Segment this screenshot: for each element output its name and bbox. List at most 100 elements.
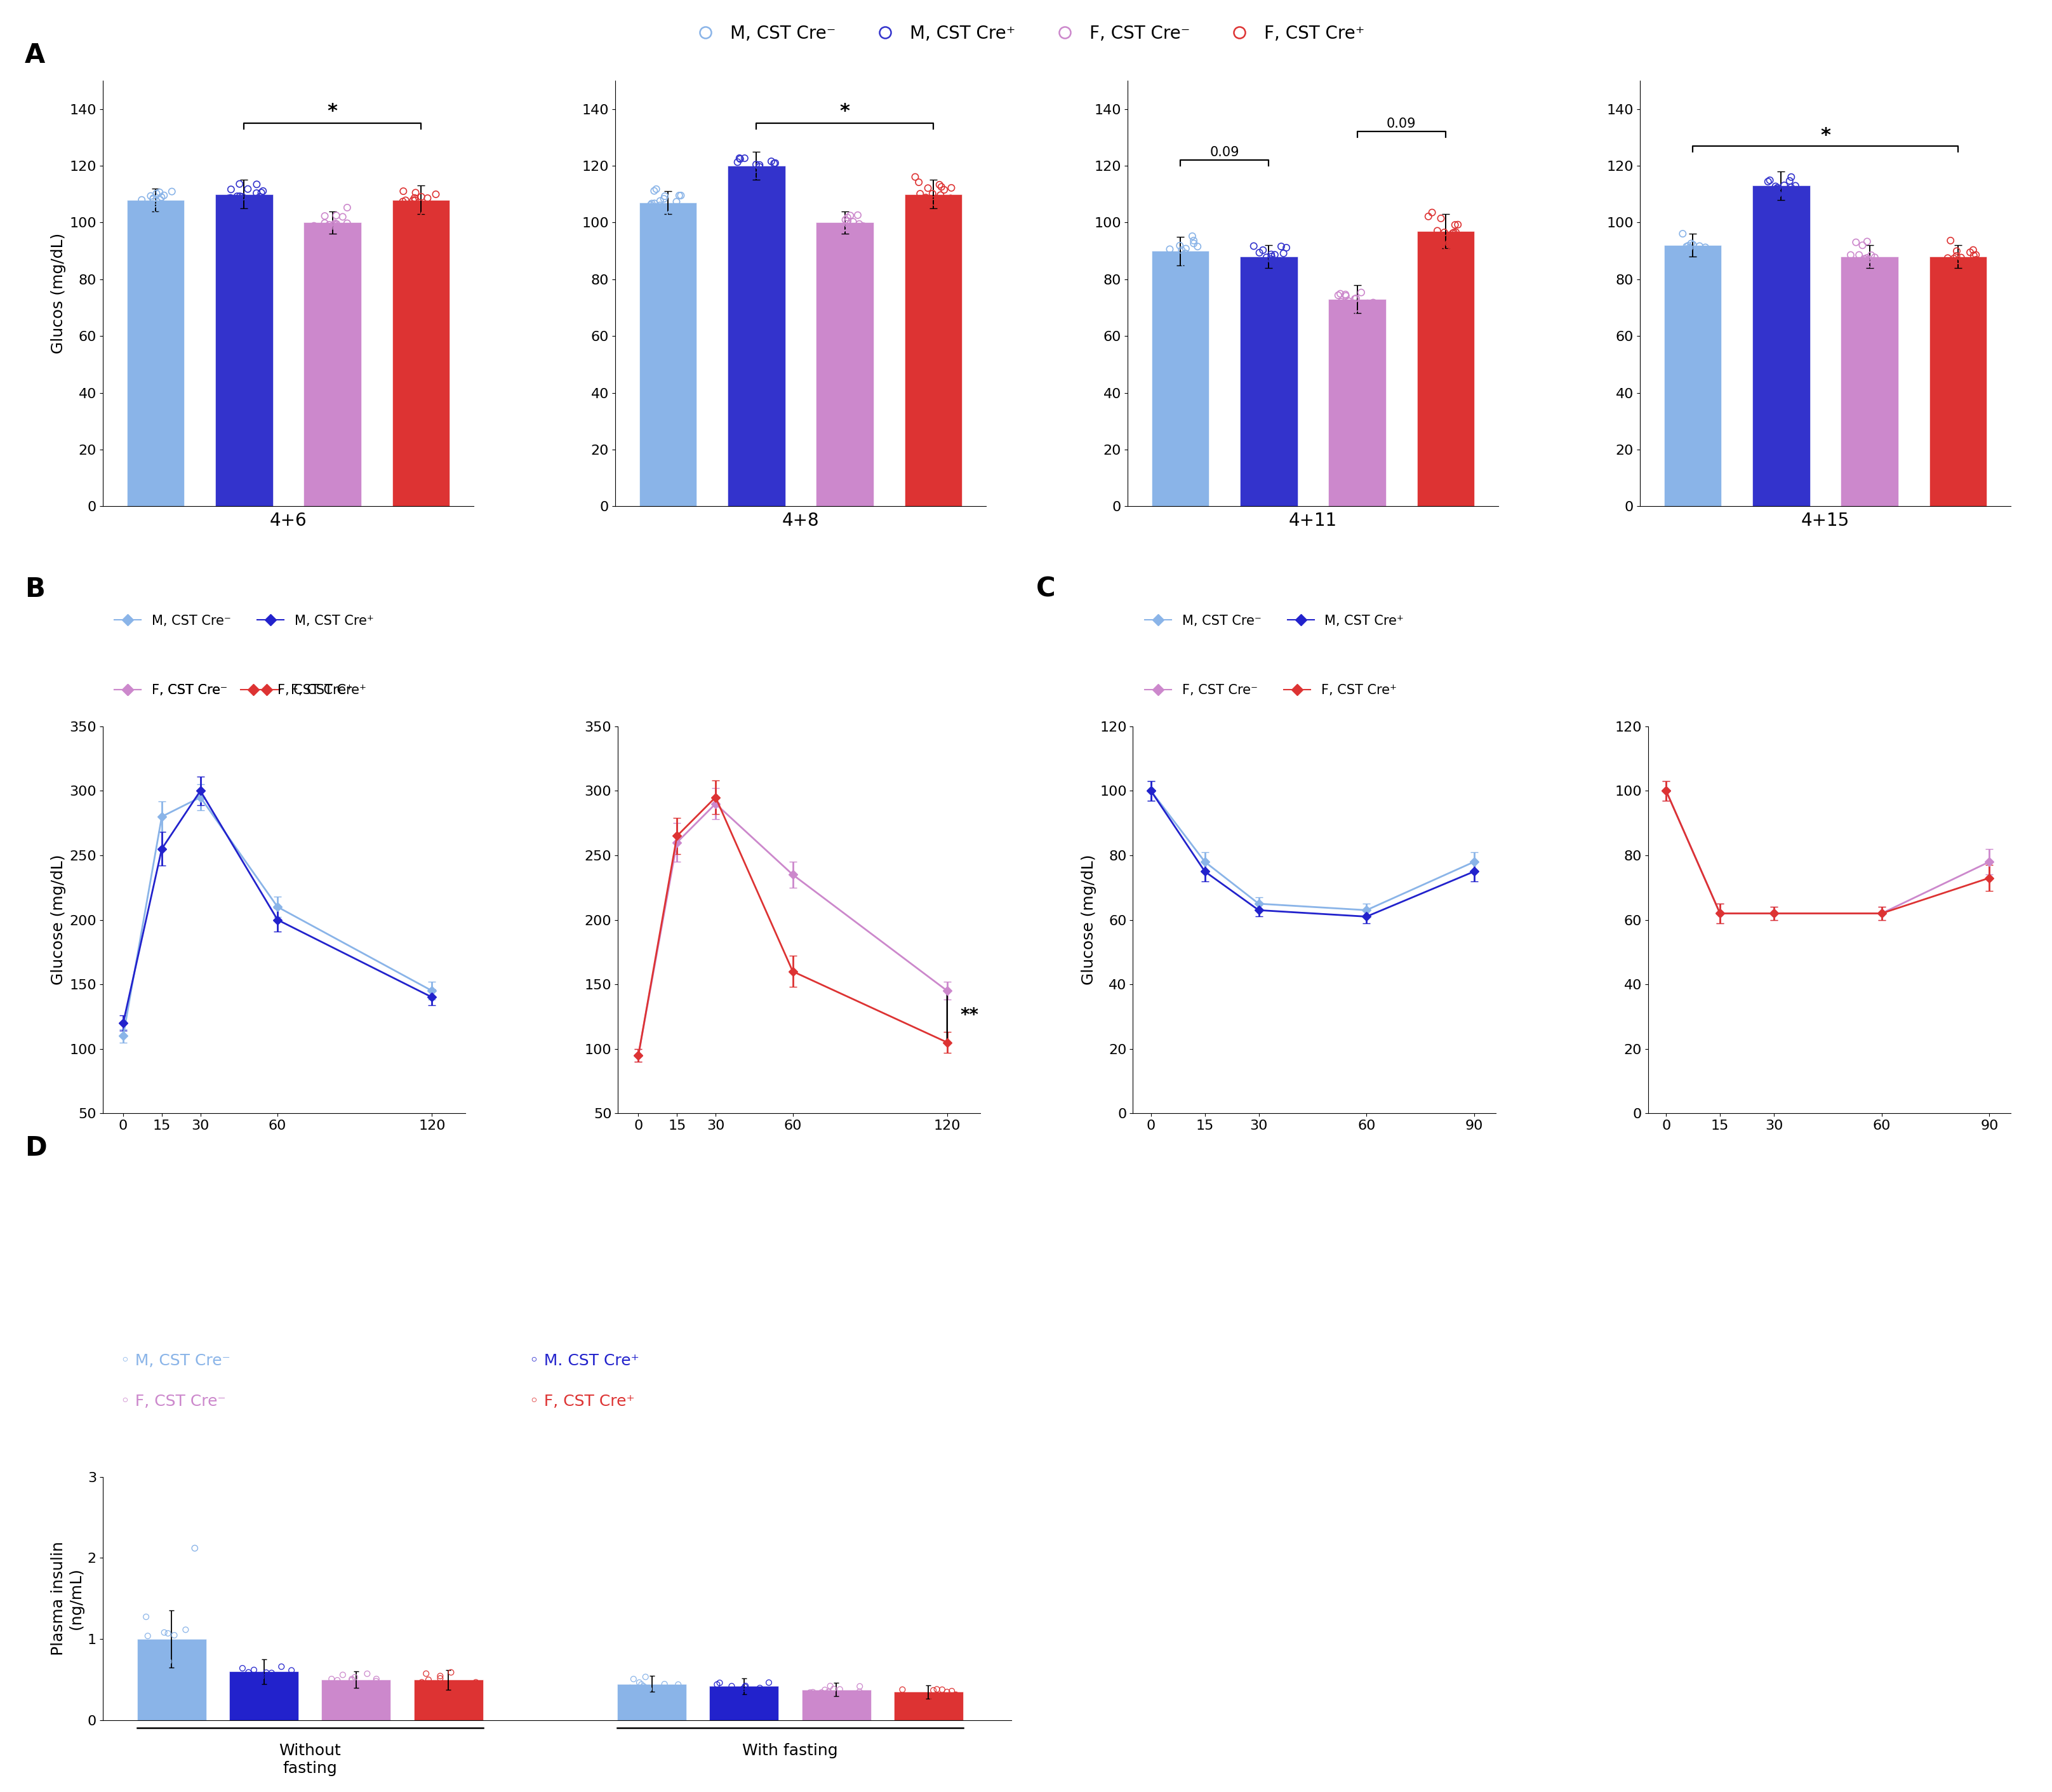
Text: ◦ F, CST Cre⁺: ◦ F, CST Cre⁺ bbox=[529, 1394, 634, 1409]
Point bbox=[129, 1602, 162, 1631]
Bar bbox=[1416, 231, 1473, 507]
Point bbox=[392, 192, 425, 220]
Point bbox=[1412, 202, 1445, 231]
Point bbox=[843, 1677, 876, 1706]
Text: *: * bbox=[328, 102, 337, 120]
Point bbox=[938, 1681, 971, 1710]
Point bbox=[238, 1663, 271, 1692]
Point bbox=[412, 1665, 445, 1693]
Point bbox=[827, 213, 860, 242]
Point bbox=[419, 179, 451, 208]
Bar bbox=[895, 1692, 962, 1720]
Bar bbox=[710, 1686, 778, 1720]
Bar bbox=[1929, 256, 1986, 507]
Point bbox=[408, 201, 441, 229]
Point bbox=[720, 147, 753, 176]
Point bbox=[1168, 249, 1200, 278]
Y-axis label: Glucos (mg/dL): Glucos (mg/dL) bbox=[51, 233, 66, 353]
Point bbox=[704, 1668, 737, 1697]
Point bbox=[1855, 249, 1888, 278]
Point bbox=[334, 1665, 367, 1693]
Point bbox=[265, 1652, 298, 1681]
Point bbox=[306, 217, 339, 246]
Point bbox=[843, 1672, 876, 1701]
Text: **: ** bbox=[960, 1007, 979, 1025]
Point bbox=[427, 1670, 460, 1699]
Point bbox=[392, 201, 425, 229]
Point bbox=[934, 185, 966, 213]
Point bbox=[1851, 244, 1884, 272]
Point bbox=[435, 1658, 468, 1686]
Text: With fasting: With fasting bbox=[743, 1744, 837, 1758]
Point bbox=[917, 1676, 950, 1704]
Point bbox=[644, 192, 677, 220]
Point bbox=[232, 1658, 265, 1686]
Point bbox=[1180, 247, 1213, 276]
Y-axis label: Plasma insulin
(ng/mL): Plasma insulin (ng/mL) bbox=[51, 1541, 84, 1656]
Point bbox=[144, 177, 176, 206]
Point bbox=[1326, 294, 1358, 323]
Point bbox=[634, 190, 667, 219]
Point bbox=[921, 1676, 954, 1704]
Point bbox=[1666, 219, 1699, 247]
Bar bbox=[215, 194, 273, 507]
Point bbox=[932, 1677, 964, 1706]
Point bbox=[831, 206, 864, 235]
Point bbox=[1434, 224, 1467, 253]
Point bbox=[1849, 246, 1882, 274]
Point bbox=[238, 1656, 271, 1684]
Point bbox=[1182, 246, 1215, 274]
Point bbox=[728, 143, 761, 172]
Point bbox=[410, 1659, 443, 1688]
Point bbox=[1746, 177, 1779, 206]
Point bbox=[215, 176, 248, 204]
Bar bbox=[802, 1690, 870, 1720]
Point bbox=[618, 1665, 650, 1693]
Point bbox=[1672, 233, 1705, 262]
Point bbox=[398, 186, 431, 215]
Point bbox=[1839, 228, 1871, 256]
Point bbox=[928, 176, 960, 204]
Point bbox=[152, 1647, 185, 1676]
Point bbox=[318, 210, 351, 238]
Point bbox=[700, 1670, 733, 1699]
Point bbox=[1237, 231, 1270, 260]
Point bbox=[142, 195, 174, 224]
Point bbox=[244, 183, 277, 211]
Text: ◦ F, CST Cre⁻: ◦ F, CST Cre⁻ bbox=[121, 1394, 226, 1409]
Bar bbox=[1151, 251, 1209, 507]
Point bbox=[326, 1661, 359, 1690]
Point bbox=[1256, 246, 1289, 274]
Point bbox=[663, 181, 696, 210]
Point bbox=[1666, 237, 1699, 265]
Point bbox=[1176, 222, 1209, 251]
Point bbox=[1761, 179, 1793, 208]
Point bbox=[1264, 233, 1297, 262]
Point bbox=[940, 1681, 973, 1710]
Point bbox=[716, 1672, 749, 1701]
Point bbox=[316, 211, 349, 240]
Point bbox=[644, 186, 677, 215]
Point bbox=[125, 186, 158, 215]
Bar bbox=[1752, 186, 1810, 507]
Point bbox=[179, 1534, 211, 1563]
Point bbox=[1941, 246, 1974, 274]
Point bbox=[1438, 210, 1471, 238]
Point bbox=[308, 208, 341, 237]
Point bbox=[1954, 238, 1986, 267]
Point bbox=[815, 1672, 847, 1701]
Point bbox=[1670, 233, 1703, 262]
Point bbox=[1958, 242, 1990, 271]
Bar bbox=[1841, 256, 1898, 507]
Point bbox=[899, 163, 932, 192]
Point bbox=[648, 1670, 681, 1699]
Legend: F, CST Cre⁻, F, CST Cre⁺: F, CST Cre⁻, F, CST Cre⁺ bbox=[109, 679, 359, 702]
Bar bbox=[304, 222, 361, 507]
Point bbox=[751, 161, 784, 190]
Point bbox=[224, 183, 256, 211]
Point bbox=[1270, 233, 1303, 262]
Point bbox=[218, 186, 250, 215]
Point bbox=[726, 1674, 759, 1702]
Point bbox=[638, 188, 671, 217]
Point bbox=[1685, 235, 1718, 263]
